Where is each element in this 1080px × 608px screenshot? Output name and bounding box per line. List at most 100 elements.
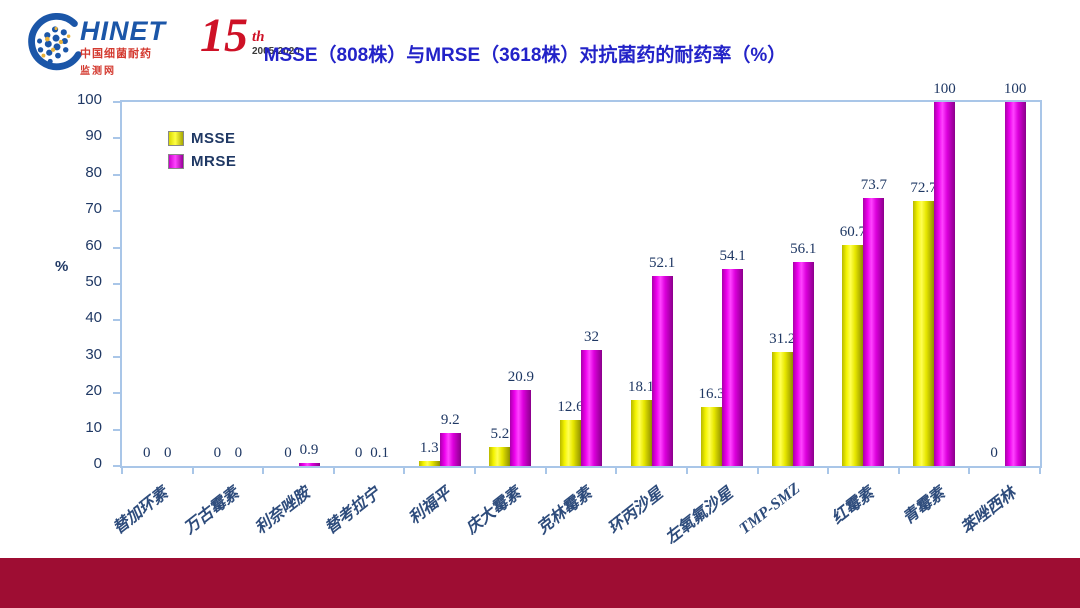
x-label-cell: 红霉素 (828, 474, 899, 558)
mrse-value-label: 0.1 (370, 444, 389, 461)
mrse-bar (580, 349, 602, 466)
y-tick-mark (113, 355, 120, 358)
y-tick-mark (113, 246, 120, 249)
footer-accent-band (0, 558, 1080, 608)
bar-group-11: 60.7 73.7 (828, 102, 899, 466)
y-tick-mark (113, 210, 120, 213)
y-tick-mark (113, 319, 120, 322)
y-axis-labels: 0 10 20 30 40 50 60 70 80 90 100 (0, 91, 112, 472)
msse-value-label: 72.7 (910, 180, 937, 197)
msse-value-label: 18.1 (627, 379, 655, 396)
msse-value-label: 60.7 (839, 224, 867, 241)
mrse-bar (510, 389, 532, 466)
bar-group-10: 31.2 56.1 (757, 102, 828, 466)
bar-group-4: 0 0.1 (334, 102, 405, 466)
logo-brand-text: HINET (80, 16, 166, 46)
mrse-value-label: 73.7 (860, 176, 888, 193)
y-tick-mark (113, 283, 120, 285)
x-tick-mark (756, 468, 759, 474)
mrse-bar (792, 261, 814, 466)
mrse-value-label: 54.1 (719, 248, 746, 265)
x-tick-mark (262, 468, 265, 474)
bar-group-5: 1.3 9.2 (404, 102, 475, 466)
x-tick-mark (685, 468, 688, 474)
legend-swatch-mrse (168, 154, 184, 169)
legend-item-mrse: MRSE (168, 153, 236, 170)
x-label-cell: 苯唑西林 (958, 474, 1040, 558)
legend-swatch-msse (168, 131, 184, 146)
y-tick-label: 0 (93, 455, 102, 472)
y-tick-label: 30 (85, 345, 102, 363)
x-axis-labels: 替加环素 万古霉素 利奈唑胺 替考拉宁 利福平 庆大霉素 克林霉素 环丙沙星 左氧氟沙星 TMP-… (111, 474, 1040, 558)
msse-bar (559, 420, 581, 466)
x-label-cell: 替考拉宁 (322, 474, 405, 558)
y-tick-label: 90 (85, 127, 102, 145)
mrse-value-label: 56.1 (790, 240, 817, 257)
x-tick-mark (827, 468, 830, 474)
x-tick-mark (474, 468, 477, 474)
bar-group-7: 12.6 32 (546, 102, 617, 466)
bar-groups: 0 0 0 0 0 0.9 0 0.1 1.3 9.2 5.2 20.9 12.6 32 18.1 52.1 1… (122, 81, 1040, 466)
anniversary-logo: 15 th 2005-2020 (200, 10, 300, 62)
legend-label-mrse: MRSE (191, 153, 237, 170)
msse-bar (842, 245, 864, 466)
y-tick-label: 60 (85, 236, 102, 254)
x-tick-mark (544, 468, 547, 474)
x-tick-mark (191, 468, 194, 474)
anniversary-years: 2005-2020 (252, 46, 300, 57)
msse-value-label: 0 (990, 445, 998, 461)
chinet-globe-icon (28, 13, 82, 71)
mrse-bar (298, 462, 320, 466)
msse-value-label: 0 (354, 445, 363, 461)
msse-bar (771, 352, 793, 466)
mrse-bar (934, 102, 955, 466)
logo-chinese-line2: 监测网 (80, 66, 116, 77)
y-tick-mark (113, 137, 120, 140)
y-tick-mark (113, 428, 120, 431)
mrse-bar (722, 269, 744, 466)
x-tick-mark (615, 468, 618, 474)
y-tick-mark (113, 173, 120, 176)
bar-group-8: 18.1 52.1 (616, 102, 687, 466)
mrse-bar (439, 432, 461, 466)
msse-bar (913, 201, 934, 466)
legend-item-msse: MSSE (168, 130, 236, 147)
y-tick-label: 40 (85, 309, 102, 327)
x-tick-mark (332, 468, 335, 474)
x-category-label: 替加环素 (110, 484, 172, 538)
mrse-bar (651, 276, 673, 466)
msse-bar (418, 461, 440, 466)
anniversary-number: 15 (200, 9, 248, 62)
bar-group-6: 5.2 20.9 (475, 102, 546, 466)
y-tick-mark (113, 465, 120, 467)
mrse-bar (863, 197, 885, 466)
msse-value-label: 0 (213, 445, 222, 461)
x-tick-mark (968, 468, 971, 474)
y-tick-label: 100 (76, 91, 102, 108)
chinet-logo: HINET 中国细菌耐药 监测网 (26, 12, 166, 77)
logo-chinese-line1: 中国细菌耐药 (80, 48, 152, 60)
x-label-cell: TMP-SMZ (736, 474, 828, 558)
x-category-label: 红霉素 (829, 484, 878, 528)
bar-group-12: 72.7 100 (899, 81, 970, 466)
msse-value-label: 0 (143, 445, 151, 461)
y-tick-mark (113, 392, 120, 395)
msse-value-label: 1.3 (419, 440, 439, 457)
y-tick-label: 20 (85, 382, 102, 400)
mrse-value-label: 52.1 (648, 255, 676, 272)
msse-value-label: 0 (284, 445, 292, 461)
x-tick-mark (403, 468, 406, 474)
msse-value-label: 16.3 (698, 385, 725, 402)
anniversary-suffix: th (252, 29, 265, 45)
msse-value-label: 31.2 (769, 331, 796, 348)
mrse-value-label: 20.9 (507, 368, 534, 385)
y-tick-label: 70 (85, 200, 102, 218)
mrse-value-label: 0.9 (299, 441, 319, 458)
legend-label-msse: MSSE (191, 130, 236, 147)
y-tick-label: 10 (85, 418, 102, 436)
mrse-value-label: 100 (1003, 81, 1027, 97)
msse-value-label: 5.2 (490, 426, 510, 443)
